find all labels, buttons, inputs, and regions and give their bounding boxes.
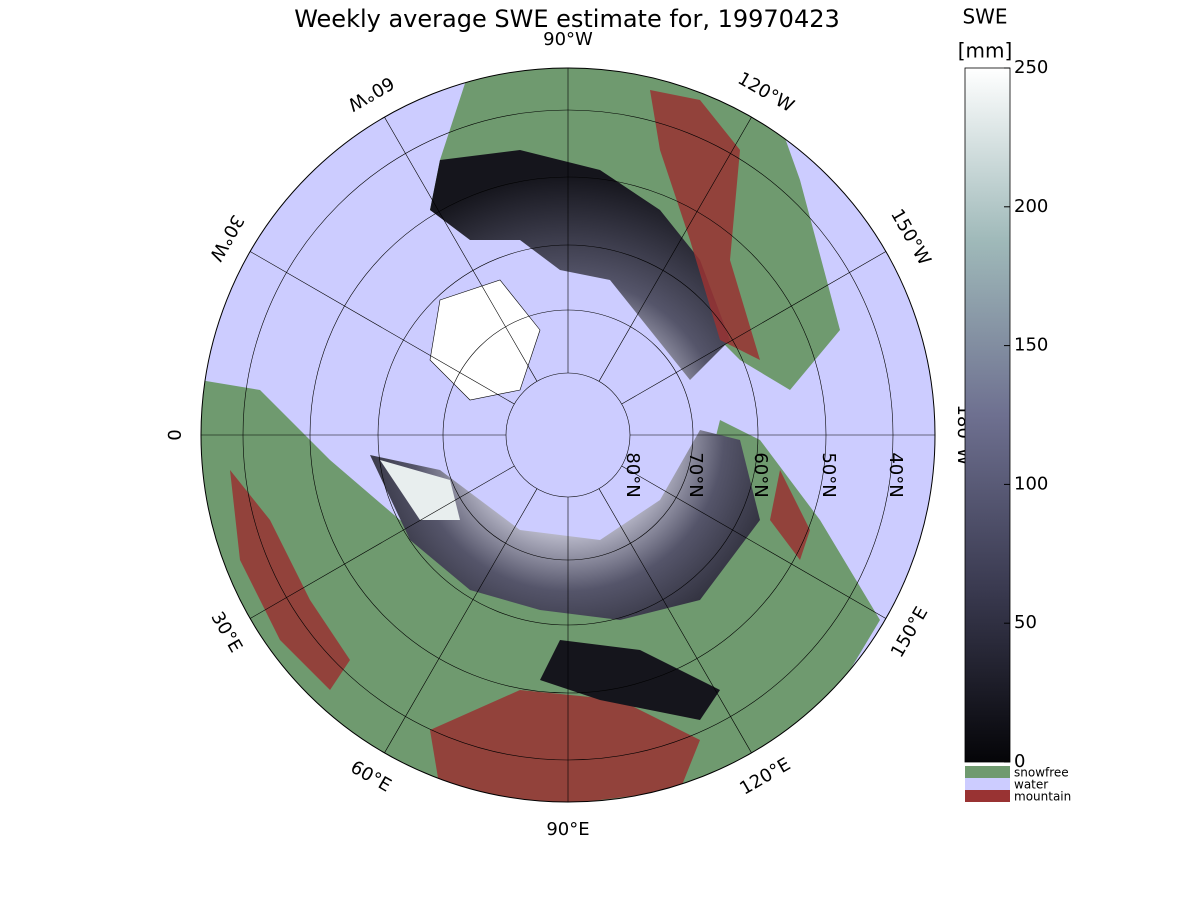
meridian: [384, 488, 538, 753]
latitude-label: 70°N: [685, 452, 706, 497]
latitude-label: 40°N: [885, 452, 906, 497]
legend-swatch: [965, 778, 1010, 790]
meridian: [598, 117, 752, 382]
map-disc: [201, 68, 935, 802]
latitude-label: 60°N: [750, 452, 771, 497]
colorbar-tick-label: 150: [1014, 335, 1048, 356]
longitude-label: 120°E: [736, 754, 794, 800]
colorbar-unit: [mm]: [958, 39, 1013, 63]
colorbar-tick-label: 250: [1014, 57, 1048, 78]
colorbar-tick-label: 0: [1014, 751, 1025, 772]
legend-label: water: [1014, 778, 1048, 792]
longitude-label: 60°E: [347, 757, 395, 797]
map-border: [200, 67, 936, 803]
legend-label: mountain: [1014, 790, 1071, 804]
meridian: [384, 117, 538, 382]
longitude-label: 90°W: [543, 29, 593, 50]
longitude-label: 30°W: [205, 211, 248, 265]
colorbar-tick-label: 50: [1014, 612, 1037, 633]
colorbar-tick-label: 200: [1014, 196, 1048, 217]
colorbar-label: SWE: [962, 5, 1007, 29]
longitude-label: 30°E: [206, 608, 246, 656]
longitude-label: 150°E: [887, 603, 933, 661]
meridian: [621, 465, 886, 619]
meridian: [250, 251, 515, 405]
longitude-label: 60°W: [344, 72, 398, 115]
latitude-label: 50°N: [818, 452, 839, 497]
meridian: [621, 251, 886, 405]
longitude-label: 0: [163, 429, 184, 440]
colorbar: [964, 67, 1011, 763]
graticule: [201, 68, 935, 802]
meridian: [598, 488, 752, 753]
map-title: Weekly average SWE estimate for, 1997042…: [294, 5, 840, 33]
legend-swatch: [965, 790, 1010, 802]
colorbar-tick-label: 100: [1014, 473, 1048, 494]
legend-label: snowfree: [1014, 766, 1069, 780]
legend-swatch: [965, 766, 1010, 778]
longitude-label: 150°W: [886, 206, 935, 270]
latitude-label: 80°N: [622, 452, 643, 497]
longitude-label: 120°W: [734, 68, 798, 117]
longitude-label: 90°E: [546, 819, 589, 840]
meridian: [250, 465, 515, 619]
